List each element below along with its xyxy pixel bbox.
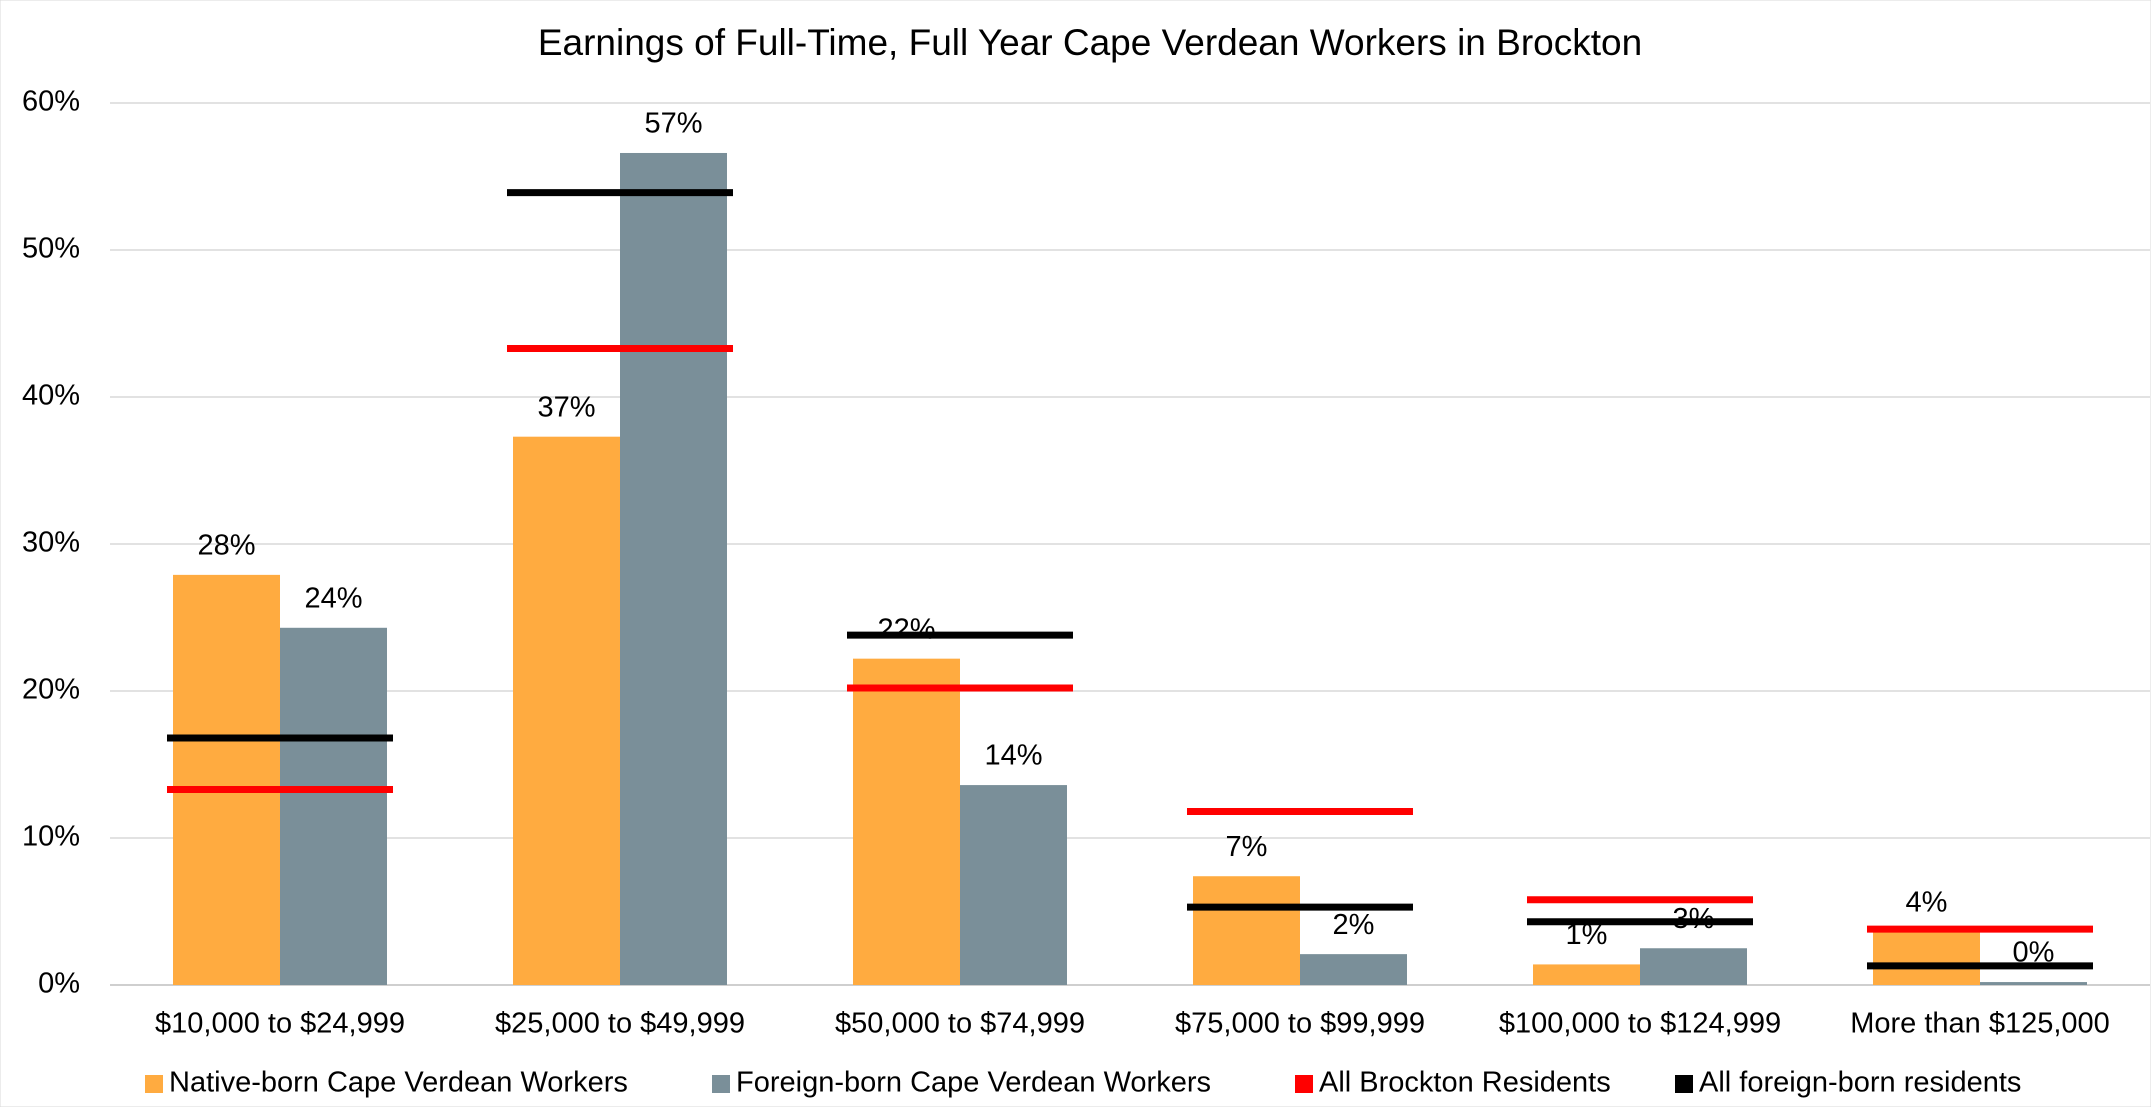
x-tick-label: $100,000 to $124,999 xyxy=(1499,1008,1781,1040)
legend-swatch xyxy=(1675,1075,1693,1093)
bar xyxy=(1640,948,1747,985)
y-tick-label: 0% xyxy=(38,968,80,1000)
bar xyxy=(1980,982,2087,985)
legend-label: Foreign-born Cape Verdean Workers xyxy=(736,1067,1211,1099)
legend-label: All Brockton Residents xyxy=(1319,1067,1611,1099)
data-label: 7% xyxy=(1226,831,1268,863)
legend-swatch xyxy=(712,1075,730,1093)
bar xyxy=(1873,932,1980,985)
legend-swatch xyxy=(1295,1075,1313,1093)
legend-label: All foreign-born residents xyxy=(1699,1067,2021,1099)
bar xyxy=(620,152,727,986)
data-label: 22% xyxy=(877,613,935,645)
bar xyxy=(280,627,387,985)
bar xyxy=(960,785,1067,985)
bar xyxy=(853,658,960,985)
data-label: 24% xyxy=(304,582,362,614)
x-tick-label: $75,000 to $99,999 xyxy=(1175,1008,1425,1040)
data-label: 2% xyxy=(1333,909,1375,941)
bar xyxy=(1300,954,1407,985)
x-tick-label: $10,000 to $24,999 xyxy=(155,1008,405,1040)
y-tick-label: 30% xyxy=(22,527,80,559)
bar xyxy=(173,574,280,985)
y-tick-label: 60% xyxy=(22,86,80,118)
legend-swatch xyxy=(145,1075,163,1093)
legend-label: Native-born Cape Verdean Workers xyxy=(169,1067,628,1099)
x-tick-label: More than $125,000 xyxy=(1850,1008,2110,1040)
y-tick-label: 40% xyxy=(22,380,80,412)
data-label: 37% xyxy=(537,391,595,423)
y-tick-label: 20% xyxy=(22,674,80,706)
bar xyxy=(1533,964,1640,985)
data-label: 4% xyxy=(1906,887,1948,919)
chart-title: Earnings of Full-Time, Full Year Cape Ve… xyxy=(538,22,1642,63)
x-tick-label: $25,000 to $49,999 xyxy=(495,1008,745,1040)
data-label: 28% xyxy=(197,530,255,562)
bar xyxy=(1193,876,1300,985)
x-tick-label: $50,000 to $74,999 xyxy=(835,1008,1085,1040)
data-label: 14% xyxy=(984,740,1042,772)
bar xyxy=(513,436,620,985)
y-tick-label: 50% xyxy=(22,233,80,265)
y-tick-label: 10% xyxy=(22,821,80,853)
data-label: 57% xyxy=(644,108,702,140)
